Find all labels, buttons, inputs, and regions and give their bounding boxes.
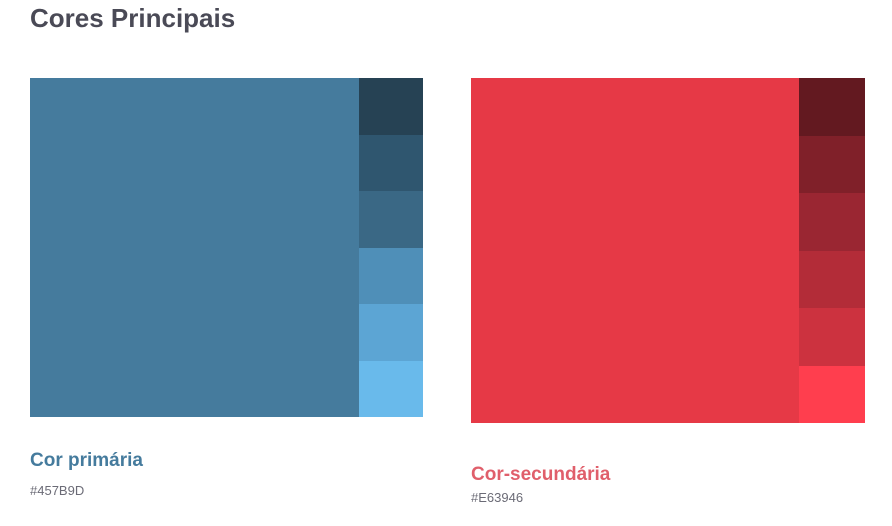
primary-main-swatch bbox=[30, 78, 359, 417]
primary-shade-4 bbox=[359, 247, 423, 304]
secondary-shade-5 bbox=[799, 308, 865, 366]
secondary-shade-2 bbox=[799, 135, 865, 193]
secondary-shade-4 bbox=[799, 250, 865, 308]
primary-shade-6 bbox=[359, 360, 423, 417]
primary-color-name: Cor primária bbox=[30, 450, 143, 471]
secondary-color-palette bbox=[471, 78, 865, 423]
secondary-shade-3 bbox=[799, 193, 865, 251]
primary-shade-column bbox=[359, 78, 423, 417]
primary-shade-2 bbox=[359, 134, 423, 191]
secondary-color-hex: #E63946 bbox=[471, 490, 524, 505]
secondary-shade-1 bbox=[799, 78, 865, 136]
primary-shade-3 bbox=[359, 191, 423, 248]
primary-color-hex: #457B9D bbox=[30, 483, 85, 498]
primary-shade-5 bbox=[359, 304, 423, 361]
secondary-color-name: Cor-secundária bbox=[471, 464, 611, 485]
page-title: Cores Principais bbox=[30, 3, 236, 33]
primary-color-palette bbox=[30, 78, 423, 417]
secondary-main-swatch bbox=[471, 78, 799, 423]
secondary-shade-column bbox=[799, 78, 865, 423]
primary-shade-1 bbox=[359, 78, 423, 135]
secondary-shade-6 bbox=[799, 365, 865, 423]
